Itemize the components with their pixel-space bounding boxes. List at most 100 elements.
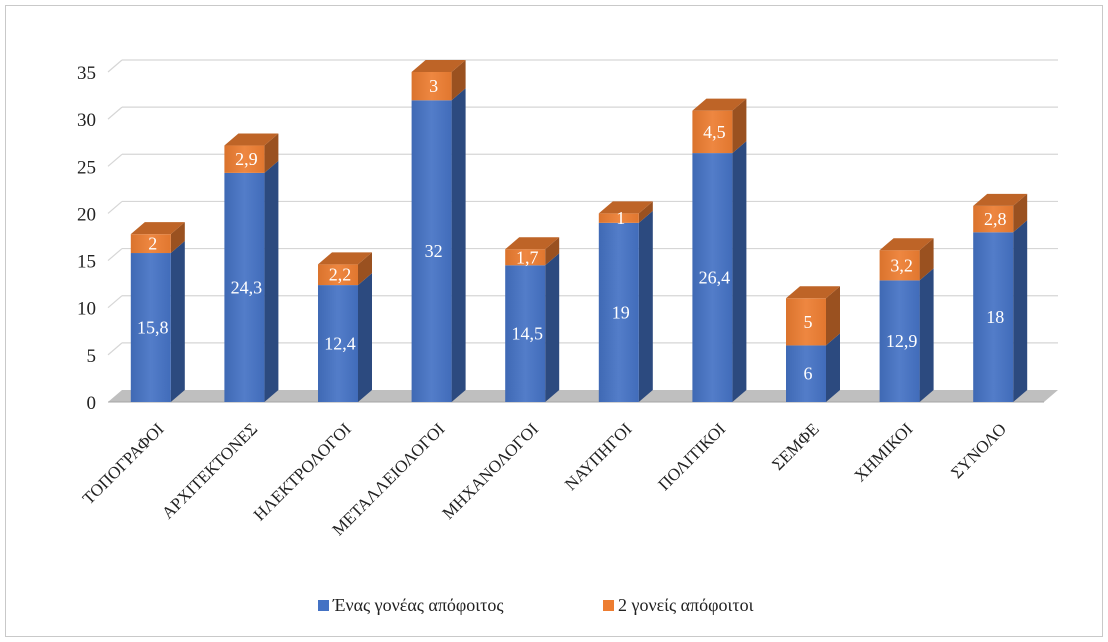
category-label: ΤΟΠΟΓΡΑΦΟΙ [79, 419, 168, 508]
bar-top [598, 201, 653, 214]
bar-segment [879, 250, 920, 281]
data-label: 18 [986, 307, 1004, 327]
bar-segment [973, 232, 1014, 402]
y-tick-label: 5 [87, 346, 97, 367]
data-label: 2,2 [329, 265, 352, 285]
data-label: 3 [429, 76, 438, 96]
data-label: 14,5 [511, 324, 543, 344]
category-label: ΗΛΕΚΤΡΟΛΟΓΟΙ [250, 419, 355, 524]
legend-label: 2 γονείς απόφοιτοι [618, 595, 754, 615]
data-label: 1,7 [516, 247, 539, 267]
bar-top [692, 98, 747, 111]
legend-swatch [603, 600, 614, 611]
bar-side [170, 222, 185, 254]
bar-side [732, 141, 747, 403]
data-label: 26,4 [699, 268, 731, 288]
bar-top [786, 286, 840, 299]
category-label: ΜΗΧΑΝΟΛΟΓΟΙ [439, 419, 543, 523]
bar-top [224, 133, 279, 146]
y-tick-label: 35 [77, 63, 96, 84]
bar-segment [505, 265, 546, 402]
bar-segment [130, 234, 171, 254]
bar-segment [692, 110, 733, 154]
y-axis: 0 5 10 15 20 25 30 35 [77, 63, 96, 414]
bar-segment [786, 345, 826, 402]
data-label: 3,2 [890, 255, 913, 275]
bar-top [130, 222, 185, 235]
bar-side [451, 88, 466, 403]
bar-segment [879, 280, 920, 402]
data-label: 12,9 [886, 331, 918, 351]
bar-side [638, 201, 653, 223]
bar-side [358, 252, 372, 286]
y-tick-label: 10 [77, 299, 96, 320]
bar-side [919, 238, 934, 281]
bar-top [505, 237, 560, 250]
category-label: ΑΡΧΙΤΕΚΤΟΝΕΣ [158, 419, 261, 522]
y-tick-label: 25 [77, 157, 96, 178]
bar-segment [598, 222, 639, 402]
data-label: 5 [804, 312, 813, 332]
y-tick-label: 0 [87, 393, 97, 414]
bar-side [264, 133, 279, 173]
bar-segment [505, 249, 546, 266]
bar-side [826, 333, 840, 402]
gridline-side [107, 200, 123, 214]
bar-side [638, 210, 653, 402]
gridline-side [107, 248, 123, 262]
category-label: ΝΑΥΠΗΓΟΙ [561, 419, 636, 494]
bar-side [732, 98, 747, 154]
bar-side [451, 60, 466, 101]
data-label: 19 [612, 302, 630, 322]
bar-segment [692, 153, 733, 402]
bar-segment [411, 100, 452, 403]
bar-segment [224, 145, 265, 173]
data-label: 32 [425, 241, 443, 261]
gridline-side [107, 106, 123, 120]
data-label: 24,3 [231, 277, 263, 297]
bar-segment [318, 264, 358, 286]
bar-side [919, 268, 934, 402]
gridline-side [107, 59, 123, 73]
bars: 15,8 2 ΤΟΠΟΓΡΑΦΟΙ 24,3 2,9 ΑΡΧΙΤΕΚΤΟΝΕΣ 12,4 2,… [79, 60, 1028, 539]
y-tick-label: 20 [77, 204, 96, 225]
bar-top [973, 193, 1028, 206]
bar-top [318, 252, 372, 265]
legend-label: Ένας γονέας απόφοιτος [332, 595, 504, 615]
gridline-side [107, 342, 123, 356]
category-label: ΠΟΛΙΤΙΚΟΙ [654, 419, 729, 494]
bar-side [545, 253, 560, 402]
legend-swatch [318, 600, 329, 611]
bar-segment [598, 213, 639, 223]
data-label: 4,5 [703, 122, 726, 142]
bar-top [879, 238, 934, 251]
data-label: 12,4 [324, 334, 356, 354]
data-label: 2,9 [235, 149, 258, 169]
bar-segment [973, 205, 1014, 233]
bar-side [826, 286, 840, 346]
bar-side [545, 237, 560, 266]
bar-side [170, 241, 185, 402]
bar-segment [224, 172, 265, 402]
bar-side [264, 160, 279, 402]
data-label: 15,8 [137, 318, 169, 338]
y-tick-label: 30 [77, 110, 96, 131]
bar-side [358, 273, 372, 402]
y-tick-label: 15 [77, 252, 96, 273]
bar-side [1013, 220, 1028, 402]
category-label: ΧΗΜΙΚΟΙ [850, 419, 916, 485]
bar-segment [130, 253, 171, 402]
data-label: 2 [148, 234, 157, 254]
gridline-side [107, 153, 123, 167]
legend: Ένας γονέας απόφοιτος 2 γονείς απόφοιτοι [318, 595, 754, 615]
data-label: 6 [804, 364, 813, 384]
bar-segment [318, 285, 358, 402]
data-label: 2,8 [984, 209, 1007, 229]
gridline-side [107, 295, 123, 309]
bar-side [1013, 193, 1028, 233]
bar-segment [786, 298, 826, 346]
bar-top [411, 60, 466, 72]
bar-segment [411, 72, 452, 101]
category-label: ΣΥΝΟΛΟ [947, 419, 1010, 482]
